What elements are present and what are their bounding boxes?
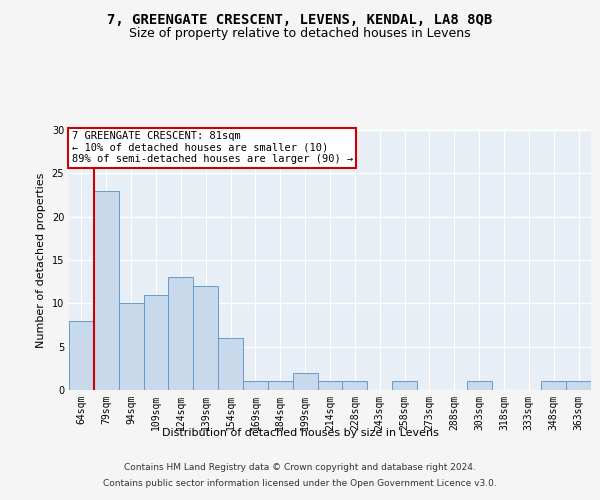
Bar [343, 382, 367, 390]
Bar [169, 278, 193, 390]
Bar [69, 320, 94, 390]
Text: Distribution of detached houses by size in Levens: Distribution of detached houses by size … [161, 428, 439, 438]
Bar [293, 372, 317, 390]
Bar [243, 382, 268, 390]
Bar [268, 382, 293, 390]
Text: Contains HM Land Registry data © Crown copyright and database right 2024.: Contains HM Land Registry data © Crown c… [124, 464, 476, 472]
Bar [467, 382, 491, 390]
Text: 7, GREENGATE CRESCENT, LEVENS, KENDAL, LA8 8QB: 7, GREENGATE CRESCENT, LEVENS, KENDAL, L… [107, 12, 493, 26]
Bar [392, 382, 417, 390]
Bar [317, 382, 343, 390]
Bar [94, 190, 119, 390]
Bar [143, 294, 169, 390]
Text: Size of property relative to detached houses in Levens: Size of property relative to detached ho… [129, 28, 471, 40]
Bar [541, 382, 566, 390]
Text: 7 GREENGATE CRESCENT: 81sqm
← 10% of detached houses are smaller (10)
89% of sem: 7 GREENGATE CRESCENT: 81sqm ← 10% of det… [71, 132, 353, 164]
Bar [119, 304, 143, 390]
Bar [193, 286, 218, 390]
Bar [566, 382, 591, 390]
Bar [218, 338, 243, 390]
Text: Contains public sector information licensed under the Open Government Licence v3: Contains public sector information licen… [103, 478, 497, 488]
Y-axis label: Number of detached properties: Number of detached properties [36, 172, 46, 348]
